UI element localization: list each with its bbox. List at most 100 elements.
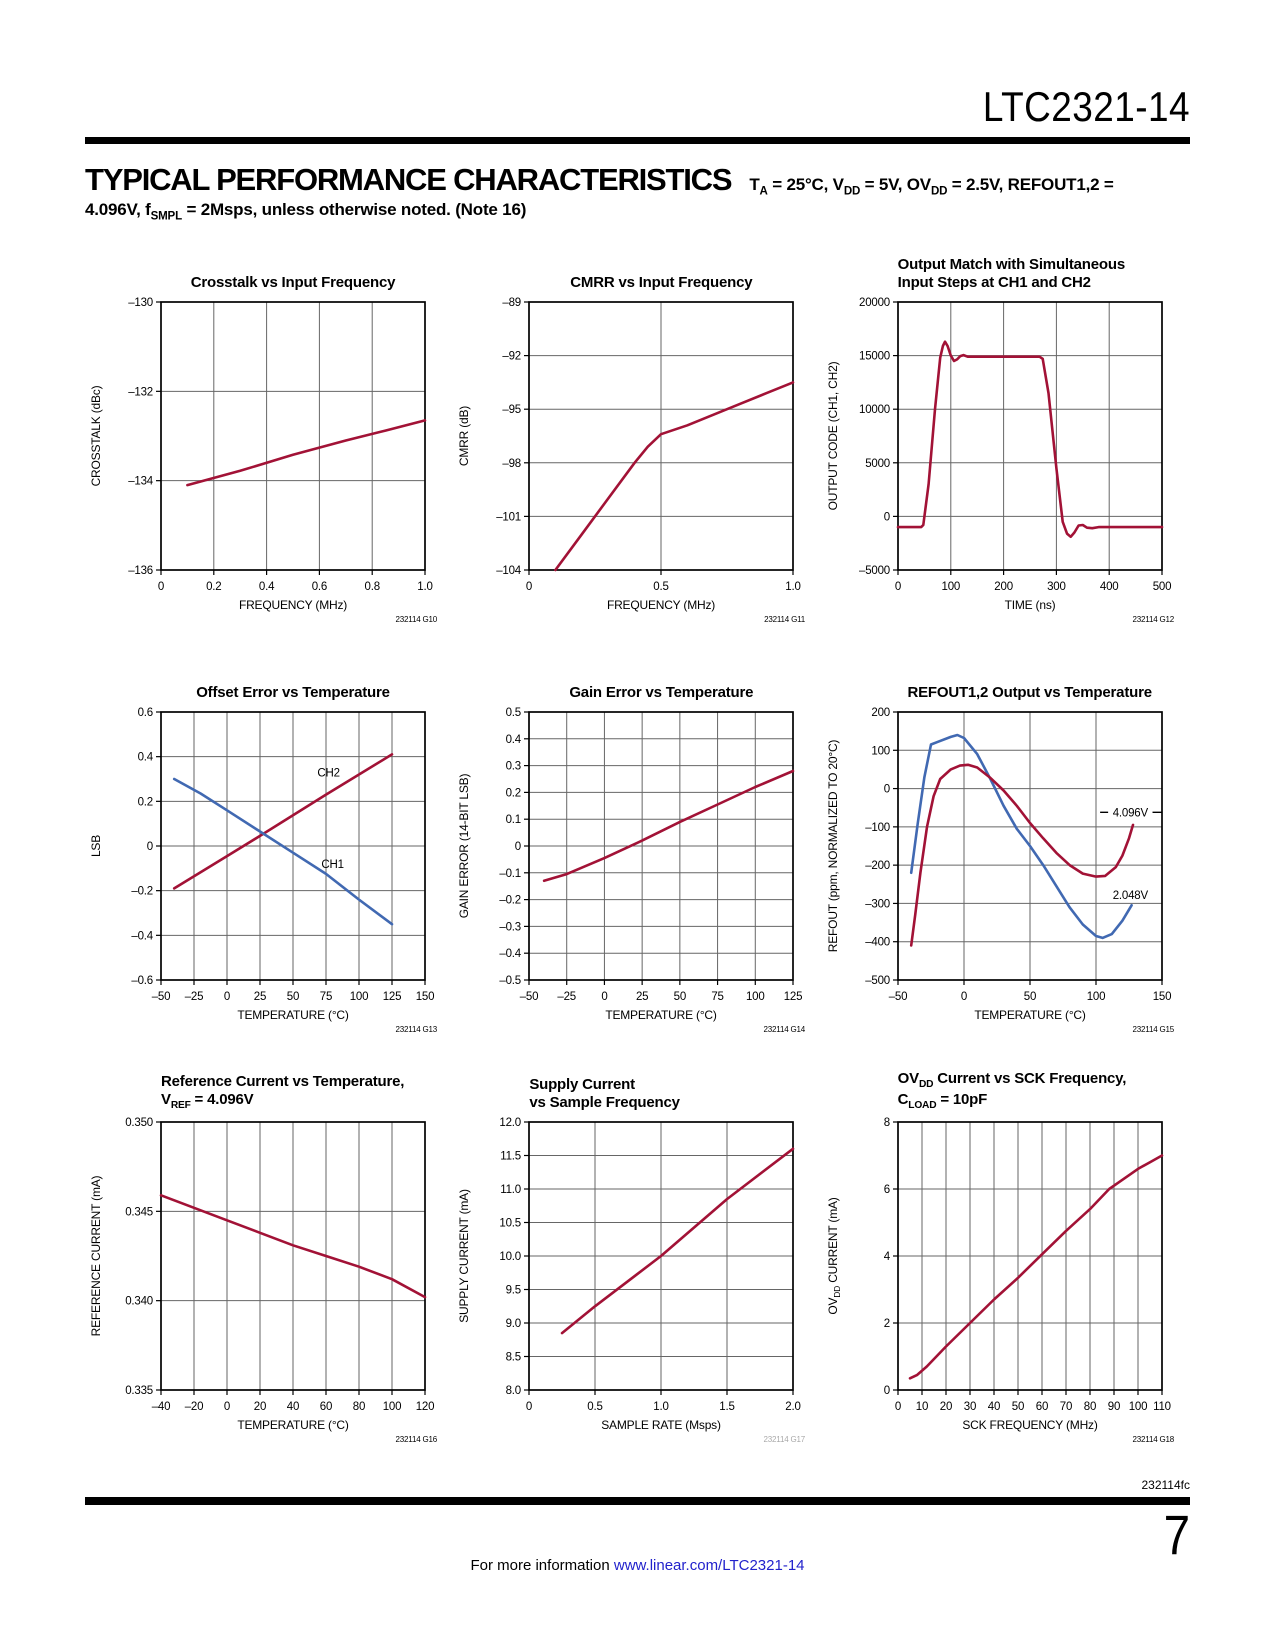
chart-crosstalk-vs-input-frequency: Crosstalk vs Input Frequency 0 0.2 0.4 0.6 0… [85,246,453,642]
svg-text:10.5: 10.5 [500,1218,522,1230]
svg-text:–0.4: –0.4 [500,949,522,961]
svg-text:SUPPLY CURRENT (mA): SUPPLY CURRENT (mA) [457,1189,471,1323]
svg-text:–92: –92 [503,351,522,363]
footer-link[interactable]: www.linear.com/LTC2321-14 [613,1557,805,1574]
section-head: TYPICAL PERFORMANCE CHARACTERISTICS TA =… [85,162,1190,198]
svg-text:LSB: LSB [89,835,103,857]
svg-text:11.0: 11.0 [501,1184,522,1196]
svg-text:–136: –136 [128,565,153,577]
series-label: CH2 [317,768,339,780]
svg-text:10000: 10000 [859,405,890,417]
svg-text:–132: –132 [128,387,153,399]
chart-plot: –50 –25 0 25 50 75 100 125 0.5 0.4 0.3 0.2 0.1 0 –0.1 –… [453,702,821,1052]
svg-text:9.5: 9.5 [506,1285,521,1297]
chart-gain-error-vs-temperature: Gain Error vs Temperature –50 –25 0 25 50 75 1… [453,656,821,1052]
svg-text:–100: –100 [865,822,890,834]
svg-text:0: 0 [526,581,532,593]
svg-text:70: 70 [1059,1401,1071,1413]
series-cmrr [554,381,795,572]
svg-text:SAMPLE RATE (Msps): SAMPLE RATE (Msps) [602,1418,722,1432]
svg-text:–0.2: –0.2 [500,895,522,907]
svg-text:4: 4 [883,1251,890,1263]
svg-text:0: 0 [158,581,164,593]
chart-cmrr-vs-input-frequency: CMRR vs Input Frequency 0 0.5 1.0 –89 –92 –95… [453,246,821,642]
series-crosstalk [186,419,427,487]
svg-text:200: 200 [871,707,890,719]
chart-title: Gain Error vs Temperature [569,684,754,702]
series-ch1-ch2-step [896,340,1163,539]
svg-text:25: 25 [636,991,648,1003]
svg-text:0.6: 0.6 [312,581,327,593]
svg-text:TEMPERATURE (°C): TEMPERATURE (°C) [974,1008,1086,1022]
svg-text:OUTPUT CODE (CH1, CH2): OUTPUT CODE (CH1, CH2) [826,362,840,511]
chart-canvas: 0 0.2 0.4 0.6 0.8 1.0 –130 –132 –134 –136 FREQUENC… [89,297,438,624]
svg-text:–0.5: –0.5 [500,975,522,987]
svg-text:0: 0 [895,581,901,593]
svg-text:CMRR (dB): CMRR (dB) [457,406,471,466]
chart-note: 232114 G13 [396,1025,438,1034]
svg-text:FREQUENCY (MHz): FREQUENCY (MHz) [607,598,715,612]
svg-text:–40: –40 [152,1401,171,1413]
svg-text:80: 80 [1083,1401,1095,1413]
header-divider [85,137,1190,144]
svg-text:20000: 20000 [859,297,890,309]
part-number: LTC2321-14 [982,83,1190,130]
svg-text:CROSSTALK (dBc): CROSSTALK (dBc) [89,386,103,487]
svg-text:400: 400 [1100,581,1119,593]
chart-canvas: –50 –25 0 25 50 75 100 125 150 0.6 0.4 0.2 0 –0.2 –0.4… [89,707,438,1034]
chart-title: Crosstalk vs Input Frequency [190,274,396,292]
chart-plot: –50 0 50 100 150 200 100 0 –100 –200 –300 –400 –500 T… [822,702,1190,1052]
chart-title: CMRR vs Input Frequency [570,274,753,292]
chart-note: 232114 G11 [764,615,806,624]
svg-text:120: 120 [416,1401,435,1413]
chart-plot: 0 0.2 0.4 0.6 0.8 1.0 –130 –132 –134 –136 FREQUENC… [85,292,453,642]
svg-text:–95: –95 [503,405,522,417]
svg-text:50: 50 [674,991,686,1003]
svg-text:25: 25 [254,991,266,1003]
svg-text:110: 110 [1153,1401,1171,1413]
svg-text:–0.3: –0.3 [500,922,522,934]
svg-text:50: 50 [1011,1401,1023,1413]
chart-note: 232114 G17 [764,1435,806,1444]
svg-text:1.0: 1.0 [417,581,432,593]
svg-text:20: 20 [939,1401,951,1413]
svg-text:2.0: 2.0 [786,1401,801,1413]
svg-text:100: 100 [746,991,765,1003]
series-2.048V [909,734,1133,940]
chart-note: 232114 G14 [764,1025,806,1034]
chart-supply-current-vs-sample-frequency: Supply Current vs Sample Frequency 0 0.5 1.… [453,1066,821,1462]
svg-text:0.1: 0.1 [506,815,521,827]
doc-code: 232114fc [1141,1478,1191,1492]
series-gain-error [543,770,795,883]
chart-canvas: –40 –20 0 20 40 60 80 100 120 0.350 0.345 0.340 0.33… [89,1117,438,1444]
svg-text:500: 500 [1152,581,1171,593]
svg-text:–50: –50 [520,991,539,1003]
svg-text:–89: –89 [503,297,522,309]
svg-text:0.4: 0.4 [138,752,154,764]
svg-text:0.3: 0.3 [506,761,521,773]
svg-text:50: 50 [1023,991,1035,1003]
svg-text:0.4: 0.4 [259,581,275,593]
svg-text:125: 125 [383,991,402,1003]
footer-info: For more information www.linear.com/LTC2… [85,1557,1190,1574]
svg-text:–300: –300 [865,899,890,911]
svg-text:–25: –25 [558,991,577,1003]
svg-text:0: 0 [515,841,521,853]
svg-text:1.5: 1.5 [720,1401,735,1413]
chart-title: Output Match with Simultaneous Input Step… [897,255,1126,292]
svg-text:1.0: 1.0 [654,1401,669,1413]
svg-text:–130: –130 [128,297,153,309]
svg-text:0.2: 0.2 [206,581,221,593]
svg-text:150: 150 [1152,991,1171,1003]
chart-title: Offset Error vs Temperature [196,684,390,702]
svg-text:–0.2: –0.2 [131,886,153,898]
svg-text:–0.1: –0.1 [500,868,522,880]
svg-text:1.0: 1.0 [786,581,801,593]
svg-text:–98: –98 [503,458,522,470]
svg-text:100: 100 [350,991,369,1003]
svg-text:0: 0 [602,991,608,1003]
svg-text:0: 0 [961,991,967,1003]
chart-offset-error-vs-temperature: Offset Error vs Temperature –50 –25 0 25 50 7… [85,656,453,1052]
svg-text:9.0: 9.0 [506,1318,521,1330]
